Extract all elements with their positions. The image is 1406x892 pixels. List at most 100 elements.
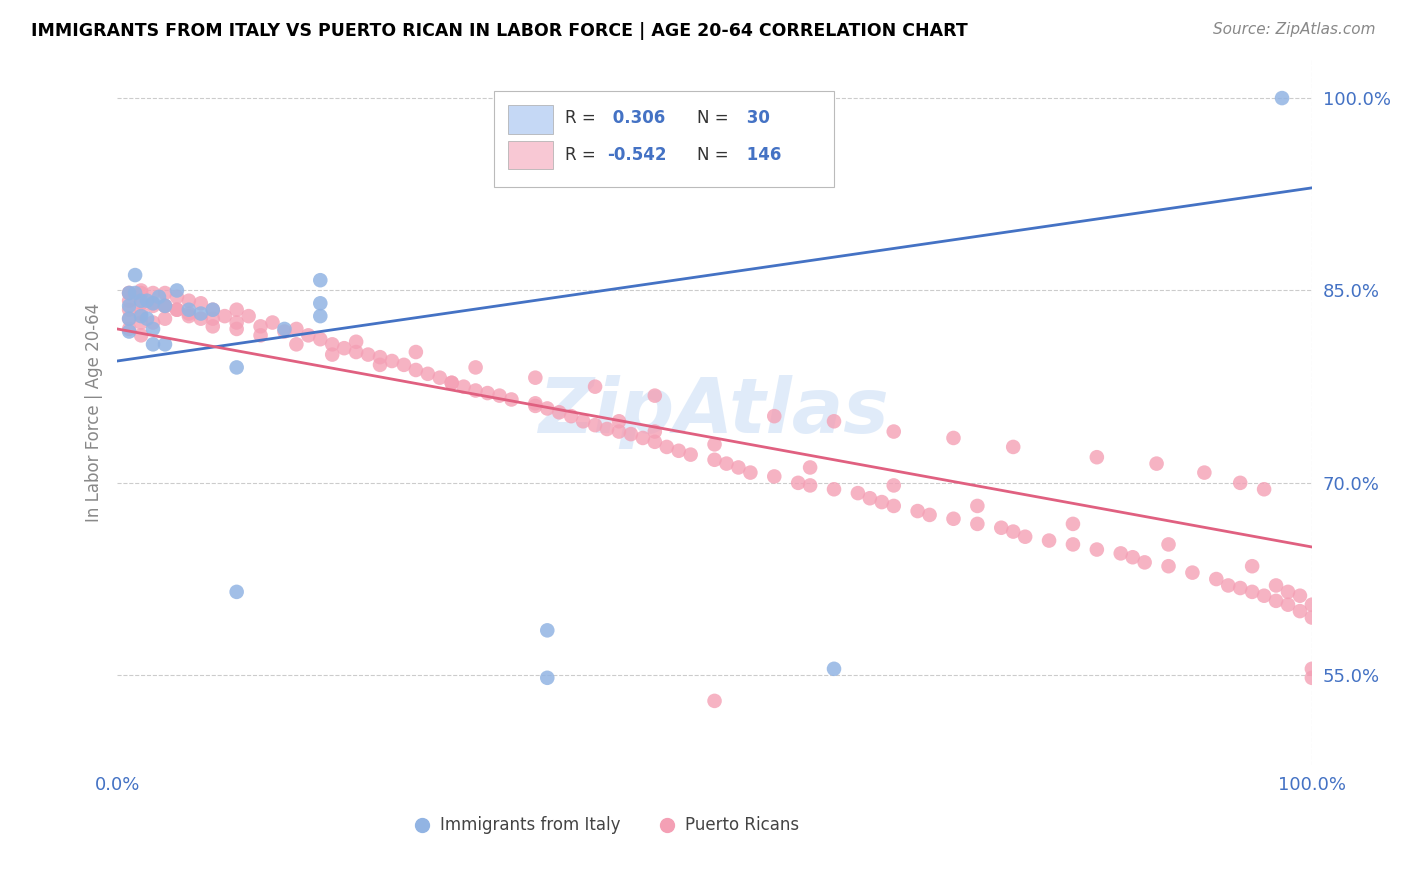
Point xyxy=(190,296,212,310)
Point xyxy=(453,379,475,393)
Point xyxy=(464,360,486,375)
Point xyxy=(118,293,141,308)
Point xyxy=(153,337,176,351)
Point xyxy=(201,311,224,326)
Point xyxy=(190,311,212,326)
Point xyxy=(572,414,595,428)
Point xyxy=(536,401,558,416)
Point xyxy=(1218,578,1240,592)
Point xyxy=(501,392,523,407)
Point xyxy=(214,309,236,323)
Point xyxy=(740,466,762,480)
Point xyxy=(142,316,165,330)
Point xyxy=(548,405,571,419)
Point xyxy=(488,389,510,403)
Point xyxy=(883,499,905,513)
Point xyxy=(1157,559,1180,574)
Point xyxy=(1133,555,1156,569)
Y-axis label: In Labor Force | Age 20-64: In Labor Force | Age 20-64 xyxy=(86,302,103,522)
Point xyxy=(1253,589,1275,603)
Point xyxy=(607,414,630,428)
Point xyxy=(1038,533,1060,548)
Point xyxy=(536,671,558,685)
Point xyxy=(942,512,965,526)
Point xyxy=(440,376,463,390)
Point xyxy=(1241,585,1264,599)
Point xyxy=(118,311,141,326)
Point xyxy=(166,284,188,298)
Point xyxy=(225,585,247,599)
Point xyxy=(823,414,845,428)
Point xyxy=(1062,537,1084,551)
Point xyxy=(846,486,869,500)
Point xyxy=(536,624,558,638)
Point xyxy=(679,448,702,462)
Point xyxy=(142,296,165,310)
Point xyxy=(297,328,319,343)
Text: Immigrants from Italy: Immigrants from Italy xyxy=(440,816,620,834)
Point xyxy=(309,309,332,323)
Point xyxy=(142,299,165,313)
Point xyxy=(136,311,159,326)
Point xyxy=(1122,550,1144,565)
Text: 146: 146 xyxy=(741,145,782,164)
Point xyxy=(583,418,606,433)
Text: R =: R = xyxy=(565,145,596,164)
Point xyxy=(225,302,247,317)
Point xyxy=(1229,581,1251,595)
Point xyxy=(309,273,332,287)
Text: Source: ZipAtlas.com: Source: ZipAtlas.com xyxy=(1212,22,1375,37)
FancyBboxPatch shape xyxy=(508,105,553,134)
Point xyxy=(787,475,810,490)
Point xyxy=(321,348,343,362)
Point xyxy=(1085,450,1108,465)
Point xyxy=(129,296,152,310)
Point xyxy=(703,694,725,708)
Point xyxy=(1253,483,1275,497)
Point xyxy=(142,296,165,310)
Point xyxy=(129,286,152,301)
Point xyxy=(1241,559,1264,574)
Point xyxy=(799,460,821,475)
Point xyxy=(703,452,725,467)
Point xyxy=(1289,589,1312,603)
Point xyxy=(368,350,391,364)
Point xyxy=(644,425,666,439)
Point xyxy=(1062,516,1084,531)
Point xyxy=(273,325,295,339)
Point xyxy=(620,427,643,442)
Point xyxy=(583,379,606,393)
Point xyxy=(966,516,988,531)
Point xyxy=(727,460,749,475)
Point xyxy=(1265,594,1288,608)
Point xyxy=(124,268,146,282)
Point xyxy=(153,286,176,301)
Point xyxy=(1194,466,1216,480)
Point xyxy=(1277,585,1299,599)
Point xyxy=(129,307,152,321)
Point xyxy=(644,389,666,403)
Point xyxy=(1229,475,1251,490)
Point xyxy=(262,316,284,330)
Point xyxy=(524,399,547,413)
Point xyxy=(118,311,141,326)
Point xyxy=(368,358,391,372)
Point xyxy=(1271,91,1294,105)
Point xyxy=(1289,604,1312,618)
Text: IMMIGRANTS FROM ITALY VS PUERTO RICAN IN LABOR FORCE | AGE 20-64 CORRELATION CHA: IMMIGRANTS FROM ITALY VS PUERTO RICAN IN… xyxy=(31,22,967,40)
Point xyxy=(142,337,165,351)
Point xyxy=(225,322,247,336)
Point xyxy=(177,293,200,308)
Point xyxy=(177,307,200,321)
Point xyxy=(823,483,845,497)
Point xyxy=(799,478,821,492)
Text: ZipAtlas: ZipAtlas xyxy=(538,376,890,450)
Point xyxy=(177,309,200,323)
Point xyxy=(201,302,224,317)
Point xyxy=(1301,662,1323,676)
Point xyxy=(285,337,308,351)
Point xyxy=(1277,598,1299,612)
Point xyxy=(524,396,547,410)
Point xyxy=(142,322,165,336)
Point xyxy=(966,499,988,513)
